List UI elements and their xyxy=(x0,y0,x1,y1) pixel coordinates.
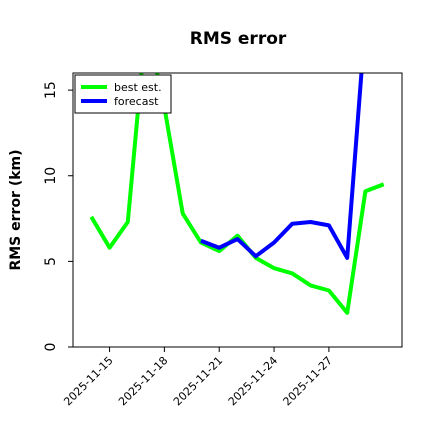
x-tick-label: 2025-11-18 xyxy=(116,354,170,408)
x-tick-label: 2025-11-27 xyxy=(281,354,335,408)
series-line-best-est xyxy=(89,73,385,315)
plot-area xyxy=(89,73,385,315)
y-tick-label: 15 xyxy=(43,81,59,99)
y-axis-label: RMS error (km) xyxy=(8,149,24,270)
legend-label: forecast xyxy=(114,95,159,108)
y-tick-label: 10 xyxy=(43,167,59,185)
y-tick-label: 0 xyxy=(43,343,59,352)
chart-title: RMS error xyxy=(190,29,287,49)
series-line-forecast xyxy=(200,73,364,260)
y-tick-label: 5 xyxy=(43,257,59,266)
x-tick-label: 2025-11-15 xyxy=(61,354,115,408)
legend-box xyxy=(74,74,172,114)
legend: best est.forecast xyxy=(74,74,172,114)
plot-frame xyxy=(72,72,403,348)
legend-label: best est. xyxy=(114,81,162,94)
x-tick-label: 2025-11-24 xyxy=(226,354,280,408)
x-tick-label: 2025-11-21 xyxy=(171,354,225,408)
